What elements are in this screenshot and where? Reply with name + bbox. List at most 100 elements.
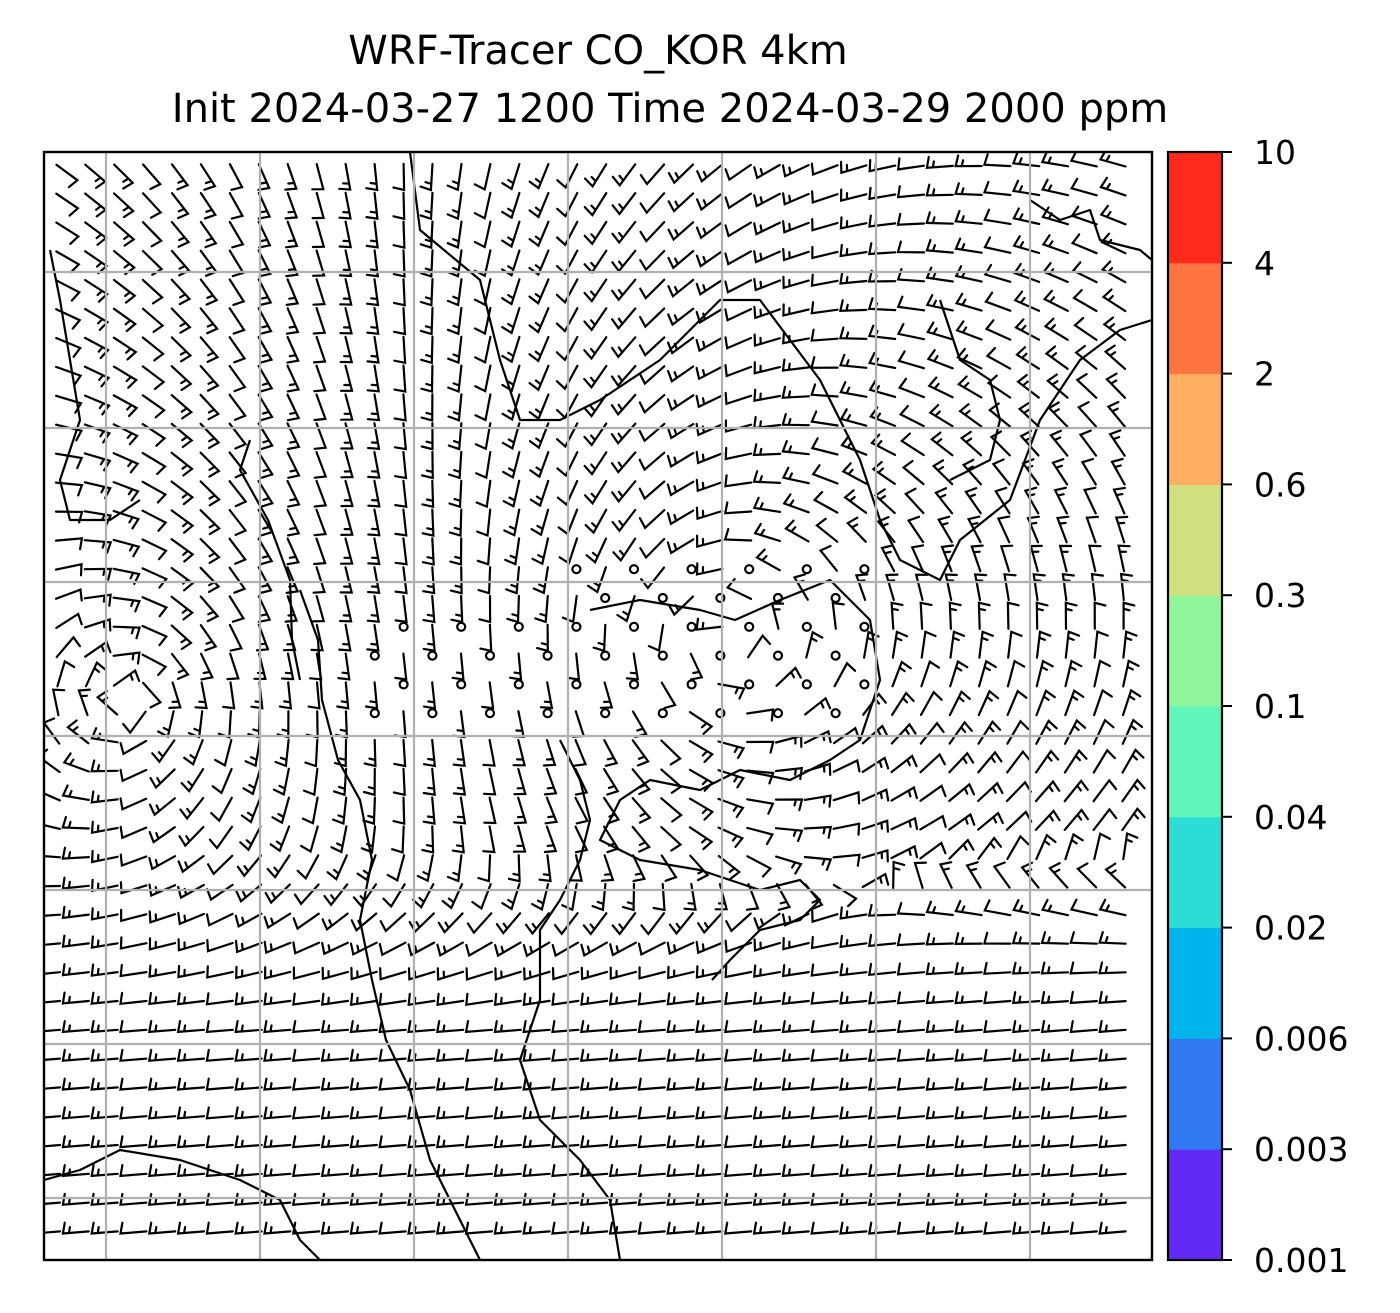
wind-barb-1263: [291, 1106, 321, 1120]
wind-barb-382: [112, 452, 140, 474]
wind-barb-441: [695, 478, 724, 493]
wind-barb-19: [583, 163, 608, 189]
wind-barb-528: [1026, 515, 1040, 544]
wind-barb-587: [534, 594, 549, 624]
wind-barb-1096: [954, 962, 983, 976]
wind-barb-837: [61, 784, 90, 801]
wind-barb-638: [919, 601, 933, 630]
wind-barb-935: [717, 854, 742, 880]
wind-barb-1341: [349, 1164, 378, 1178]
wind-barb-328: [724, 391, 753, 406]
wind-barb-49: [365, 191, 379, 220]
wind-barb-1203: [752, 1048, 782, 1062]
wind-barb-423: [199, 480, 221, 507]
wind-barb-1021: [983, 899, 1012, 917]
wind-barb-662: [509, 652, 523, 681]
calm-marker-735: [427, 708, 438, 719]
wind-barb-631: [695, 617, 724, 631]
wind-barb-170: [555, 278, 579, 305]
wind-barb-180: [839, 271, 868, 285]
wind-barb-1025: [1098, 898, 1127, 917]
wind-barb-1217: [61, 1077, 90, 1091]
wind-barb-782: [688, 739, 714, 764]
wind-barb-501: [257, 537, 274, 566]
wind-barb-1165: [752, 1020, 782, 1034]
wind-barb-753: [948, 689, 971, 717]
wind-barb-60: [667, 192, 695, 213]
wind-barb-863: [832, 790, 861, 805]
wind-barb-1062: [1069, 931, 1098, 945]
wind-barb-932: [632, 854, 647, 883]
wind-barb-107: [925, 211, 954, 225]
wind-barb-764: [151, 739, 176, 764]
wind-barb-1143: [119, 1020, 148, 1034]
wind-barb-1108: [205, 992, 234, 1006]
wind-barb-600: [914, 573, 929, 601]
wind-barb-1408: [90, 1221, 119, 1235]
wind-barb-972: [683, 882, 697, 911]
wind-barb-5: [199, 163, 217, 191]
wind-barb-769: [304, 738, 319, 768]
wind-barb-1089: [753, 964, 782, 978]
wind-barb-1209: [925, 1048, 954, 1062]
wind-barb-90: [446, 220, 463, 249]
wind-barb-677: [949, 630, 966, 659]
wind-barb-1310: [551, 1135, 580, 1149]
wind-barb-269: [141, 365, 166, 390]
wind-barb-31: [925, 155, 954, 170]
wind-barb-410: [900, 432, 925, 457]
wind-barb-249: [638, 336, 666, 357]
wind-barb-12: [392, 162, 406, 192]
wind-barb-1046: [609, 941, 637, 957]
wind-barb-680: [1035, 630, 1052, 659]
wind-barb-867: [948, 782, 976, 802]
wind-barb-1303: [349, 1135, 378, 1149]
wind-barb-286: [610, 365, 637, 388]
wind-barb-176: [724, 279, 753, 294]
wind-barb-1418: [378, 1221, 407, 1235]
wind-barb-252: [724, 336, 753, 350]
wind-barb-42: [170, 192, 190, 220]
wind-barb-1214: [1069, 1048, 1098, 1062]
wind-barb-393: [421, 450, 434, 480]
wind-barb-1236: [608, 1077, 638, 1091]
calm-marker-634: [801, 621, 812, 632]
wind-barb-568: [1088, 544, 1102, 573]
wind-barb-968: [561, 882, 578, 912]
wind-barb-40: [113, 192, 135, 219]
wind-barb-941: [890, 844, 919, 860]
wind-barb-561: [880, 544, 896, 573]
wind-barb-238: [339, 335, 354, 364]
wind-barb-255: [810, 328, 839, 342]
wind-barb-1317: [752, 1135, 782, 1149]
wind-barb-1266: [378, 1106, 407, 1120]
wind-barb-113: [1099, 204, 1127, 226]
wind-barb-894: [631, 825, 651, 853]
wind-barb-33: [982, 153, 1012, 168]
wind-barb-159: [257, 278, 273, 307]
wind-barb-388: [286, 451, 301, 479]
colorbar-cell-2: [1168, 927, 1222, 1039]
wind-barb-3: [142, 163, 162, 191]
wind-barb-363: [638, 422, 666, 443]
wind-barb-699: [481, 681, 495, 710]
wind-barb-1320: [839, 1135, 868, 1149]
wind-barb-135: [639, 249, 666, 272]
wind-barb-1253: [1098, 1077, 1127, 1091]
wind-barb-54: [501, 191, 521, 220]
wind-barb-232: [170, 336, 193, 363]
wind-barb-1074: [321, 966, 349, 981]
wind-barb-1019: [925, 900, 954, 917]
wind-barb-1261: [234, 1106, 263, 1120]
wind-barb-91: [473, 220, 492, 249]
wind-barb-1287: [983, 1106, 1012, 1120]
wind-barb-572: [112, 596, 141, 613]
wind-barb-839: [119, 797, 148, 811]
wind-barb-292: [781, 358, 810, 372]
wind-barb-1339: [291, 1164, 321, 1178]
wind-barb-204: [446, 306, 463, 336]
wind-barb-846: [332, 796, 348, 826]
wind-barb-937: [775, 855, 803, 875]
wind-barb-157: [199, 278, 219, 306]
wind-barb-300: [1015, 346, 1040, 370]
